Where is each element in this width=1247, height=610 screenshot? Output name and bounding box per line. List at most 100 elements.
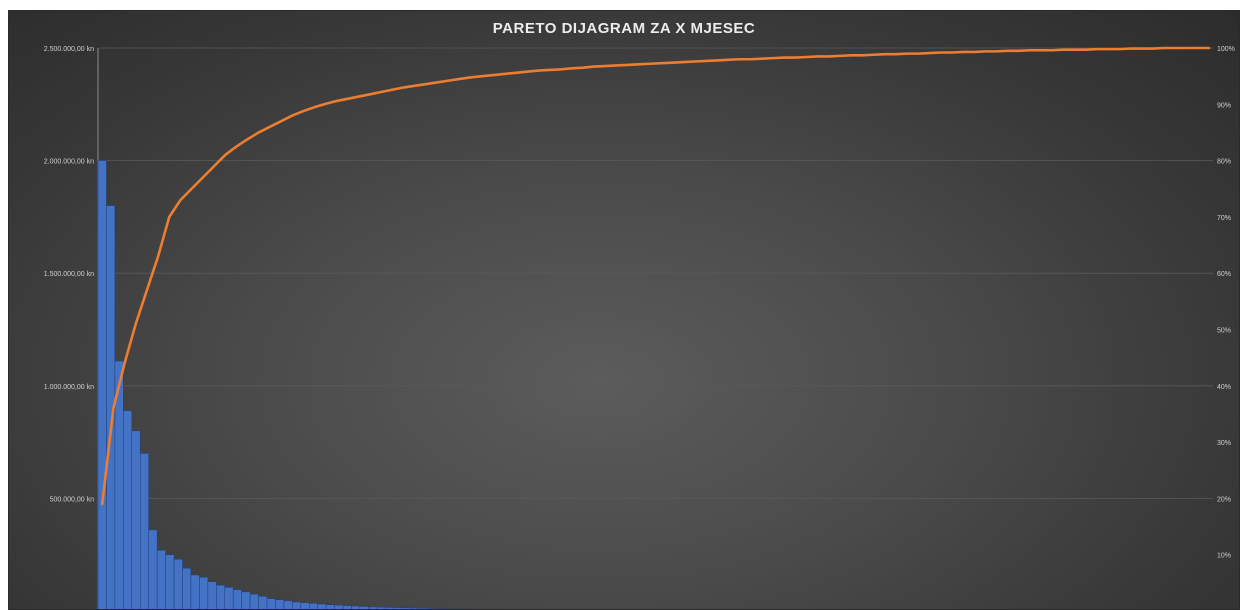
line-point: [347, 97, 349, 100]
bar: [452, 608, 462, 609]
line-point: [537, 69, 540, 72]
right-tick-label: 30%: [1217, 440, 1231, 447]
cumulative-line: [100, 46, 1211, 506]
line-point: [235, 145, 238, 148]
bar: [165, 554, 175, 609]
line-point: [202, 176, 204, 179]
line-point: [693, 60, 696, 63]
line-point: [582, 66, 584, 69]
line-point: [872, 53, 875, 56]
line-point: [1006, 50, 1009, 52]
line-point: [291, 114, 294, 117]
line-point: [101, 503, 104, 505]
line-point: [213, 165, 215, 168]
line-point: [660, 62, 662, 64]
line-point: [995, 50, 998, 53]
line-point: [716, 59, 718, 62]
line-point: [604, 65, 607, 67]
line-point: [470, 76, 472, 79]
bar: [385, 607, 394, 609]
line-point: [280, 120, 282, 122]
line-point: [369, 93, 372, 95]
line-point: [414, 84, 417, 87]
bar: [97, 160, 107, 609]
right-tick-label: 90%: [1217, 102, 1231, 109]
line-point: [1074, 48, 1076, 51]
line-point: [246, 138, 249, 141]
bar: [309, 603, 318, 609]
bar: [418, 608, 428, 609]
line-point: [638, 63, 640, 66]
line-point: [861, 54, 864, 57]
line-point: [425, 83, 428, 85]
bar: [334, 604, 344, 609]
bar: [342, 605, 352, 609]
line-point: [503, 73, 506, 75]
bar: [156, 549, 166, 609]
line-point: [783, 56, 785, 59]
line-point: [1129, 47, 1132, 50]
line-point: [1096, 48, 1098, 50]
line-point: [1141, 47, 1143, 50]
line-point: [313, 106, 316, 108]
line-point: [1040, 49, 1043, 52]
line-point: [392, 88, 394, 91]
line-point: [1152, 47, 1154, 50]
left-tick-label: 500.000,00 kn: [50, 496, 94, 503]
line-point: [190, 187, 193, 190]
bar: [275, 599, 285, 609]
line-point: [447, 79, 450, 82]
line-point: [917, 52, 920, 55]
chart-title: PARETO DIJAGRAM ZA X MJESEC: [492, 20, 756, 37]
bar: [258, 596, 268, 609]
line-point: [123, 362, 126, 365]
line-point: [649, 62, 651, 65]
bar: [359, 606, 369, 609]
line-point: [1174, 47, 1177, 49]
line-point: [828, 55, 830, 58]
line-point: [839, 55, 841, 57]
line-point: [1029, 49, 1031, 52]
line-point: [168, 216, 171, 218]
bar: [131, 430, 141, 609]
line-point: [1118, 48, 1121, 50]
plot-area: 500.000,00 kn 1.000.000,00 kn 1.500.000,00…: [44, 46, 1235, 609]
bar: [123, 410, 133, 609]
line-point: [358, 95, 361, 98]
line-point: [593, 65, 595, 68]
line-point: [157, 255, 159, 258]
line-point: [883, 53, 886, 55]
bar: [140, 453, 149, 609]
bar: [393, 607, 403, 609]
bar: [224, 587, 234, 609]
line-point: [772, 57, 774, 59]
line-point: [459, 78, 461, 80]
bar: [410, 607, 420, 609]
right-tick-label: 50%: [1217, 328, 1231, 335]
line-point: [1051, 49, 1054, 52]
right-tick-label: 60%: [1217, 271, 1231, 278]
line-point: [738, 58, 741, 61]
bar: [300, 602, 310, 609]
bar: [325, 604, 335, 609]
line-point: [559, 68, 562, 71]
line-point: [269, 126, 271, 128]
right-tick-label: 10%: [1217, 553, 1231, 560]
line-point: [794, 56, 797, 59]
line-point: [436, 81, 439, 84]
line-point: [325, 102, 327, 105]
line-point: [134, 323, 137, 325]
line-point: [1085, 48, 1087, 51]
bar: [207, 581, 217, 609]
line-point: [928, 52, 931, 54]
line-point: [570, 67, 573, 70]
chart-area: PARETO DIJAGRAM ZA X MJESEC 500.000,00 k…: [8, 10, 1240, 610]
line-point: [761, 57, 763, 60]
line-point: [1107, 48, 1110, 50]
line-point: [973, 51, 976, 53]
line-point: [112, 407, 115, 410]
bar: [216, 584, 226, 609]
line-point: [336, 100, 338, 102]
line-point: [984, 50, 987, 53]
line-point: [1208, 47, 1210, 49]
